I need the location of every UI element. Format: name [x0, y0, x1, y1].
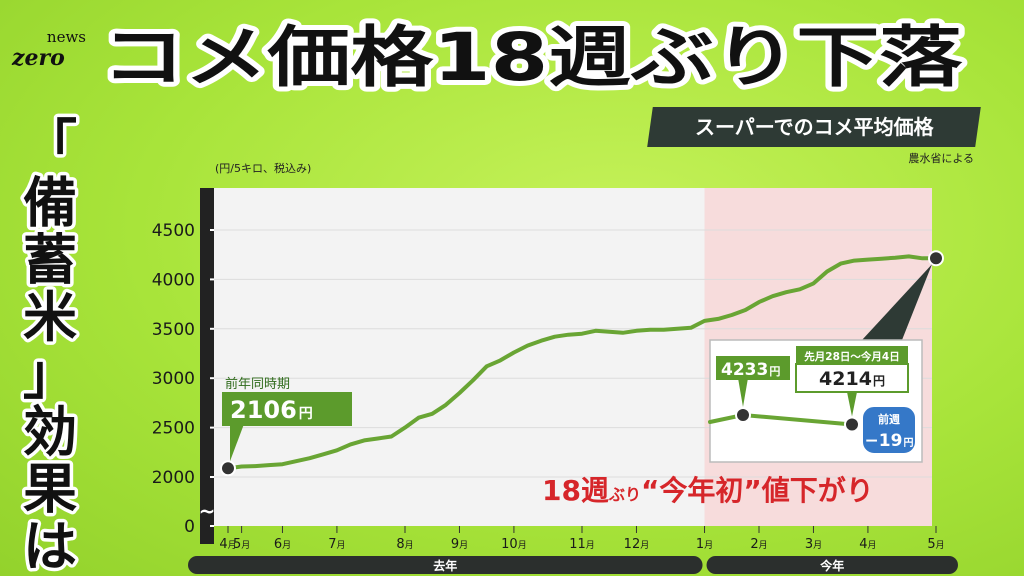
logo-line-2: zero	[12, 45, 65, 71]
period-label: 去年	[433, 558, 457, 573]
subtitle-text: スーパーでのコメ平均価格	[694, 115, 934, 139]
period-bar	[706, 556, 958, 574]
unit-label: (円/5キロ、税込み)	[215, 162, 312, 175]
y-tick-label: 4000	[152, 270, 195, 290]
change-label: 前週	[878, 412, 900, 426]
y-tick-label: 2000	[152, 468, 195, 488]
x-tick-label: 4月	[859, 537, 876, 552]
x-tick-label: 4月	[219, 537, 236, 552]
x-tick-label: 2月	[750, 537, 767, 552]
inset-point-latest	[844, 416, 860, 433]
inset-point-prev	[735, 407, 751, 423]
callout-caption: 前年同時期	[225, 376, 290, 392]
inset-prev-value: 4233円	[721, 360, 780, 380]
x-tick-label: 9月	[451, 537, 468, 552]
news-zero-logo: news zero	[12, 28, 86, 71]
start-point-marker	[220, 460, 236, 477]
change-badge	[861, 405, 917, 455]
x-tick-label: 8月	[396, 537, 413, 552]
headline: コメ価格18週ぶり下落	[97, 14, 968, 101]
sidebar-caption-char: 「	[23, 114, 77, 177]
y-tick-label: 2500	[152, 419, 195, 439]
change-value: −19円	[865, 431, 914, 451]
inset-latest-box	[795, 363, 909, 393]
subtitle-banner: スーパーでのコメ平均価格	[647, 107, 981, 147]
drop-annotation: 18週ぶり“今年初”値下がり	[542, 474, 874, 507]
x-tick-label: 5月	[927, 537, 944, 552]
x-tick-label: 1月	[696, 537, 713, 552]
inset-latest-pointer	[847, 392, 857, 417]
sidebar-caption-char: 効	[23, 400, 77, 463]
x-tick-label: 7月	[328, 537, 345, 552]
x-tick-label: 3月	[805, 537, 822, 552]
sidebar-caption: 「備蓄米」効果は	[20, 111, 81, 576]
end-point-marker	[928, 250, 944, 267]
source-note: 農水省による	[908, 152, 974, 165]
sidebar-caption-char: 果	[23, 458, 77, 521]
x-tick-label: 10月	[501, 537, 527, 552]
period-label: 今年	[819, 558, 844, 573]
sidebar-caption-char: 備	[23, 171, 77, 234]
y-tick-label: 3000	[152, 369, 195, 389]
y-axis-break: ~	[199, 499, 216, 523]
y-tick-label: 3500	[152, 320, 195, 340]
x-tick-label: 11月	[569, 537, 595, 552]
callout-value: 2106 円	[230, 396, 313, 424]
x-tick-label: 6月	[274, 537, 291, 552]
headline-text: コメ価格18週ぶり下落	[102, 19, 963, 96]
y-tick-label: 0	[184, 517, 195, 537]
inset-latest-value: 4214円	[819, 368, 885, 390]
annotation-text: 18週ぶり“今年初”値下がり	[542, 474, 874, 507]
sidebar-caption-char: 蓄	[23, 229, 77, 292]
inset-prev-pointer	[738, 378, 748, 407]
period-bar	[188, 556, 703, 574]
x-tick-label: 12月	[624, 537, 650, 552]
inset-period-box	[796, 346, 908, 364]
sidebar-caption-char: 」	[23, 343, 77, 406]
sidebar-caption-char: 米	[23, 286, 77, 349]
inset-prev-box	[716, 356, 790, 380]
y-tick-label: 4500	[152, 221, 195, 241]
price-series-line	[226, 254, 938, 471]
logo-line-1: news	[46, 28, 86, 46]
inset-period-label: 先月28日～今月4日	[804, 350, 899, 363]
callout-box	[222, 392, 352, 426]
sidebar-caption-char: は	[23, 515, 77, 576]
y-axis-bar	[200, 188, 214, 544]
x-tick-label: 5月	[233, 537, 250, 552]
previous-year-callout: 前年同時期 2106 円	[222, 376, 352, 462]
